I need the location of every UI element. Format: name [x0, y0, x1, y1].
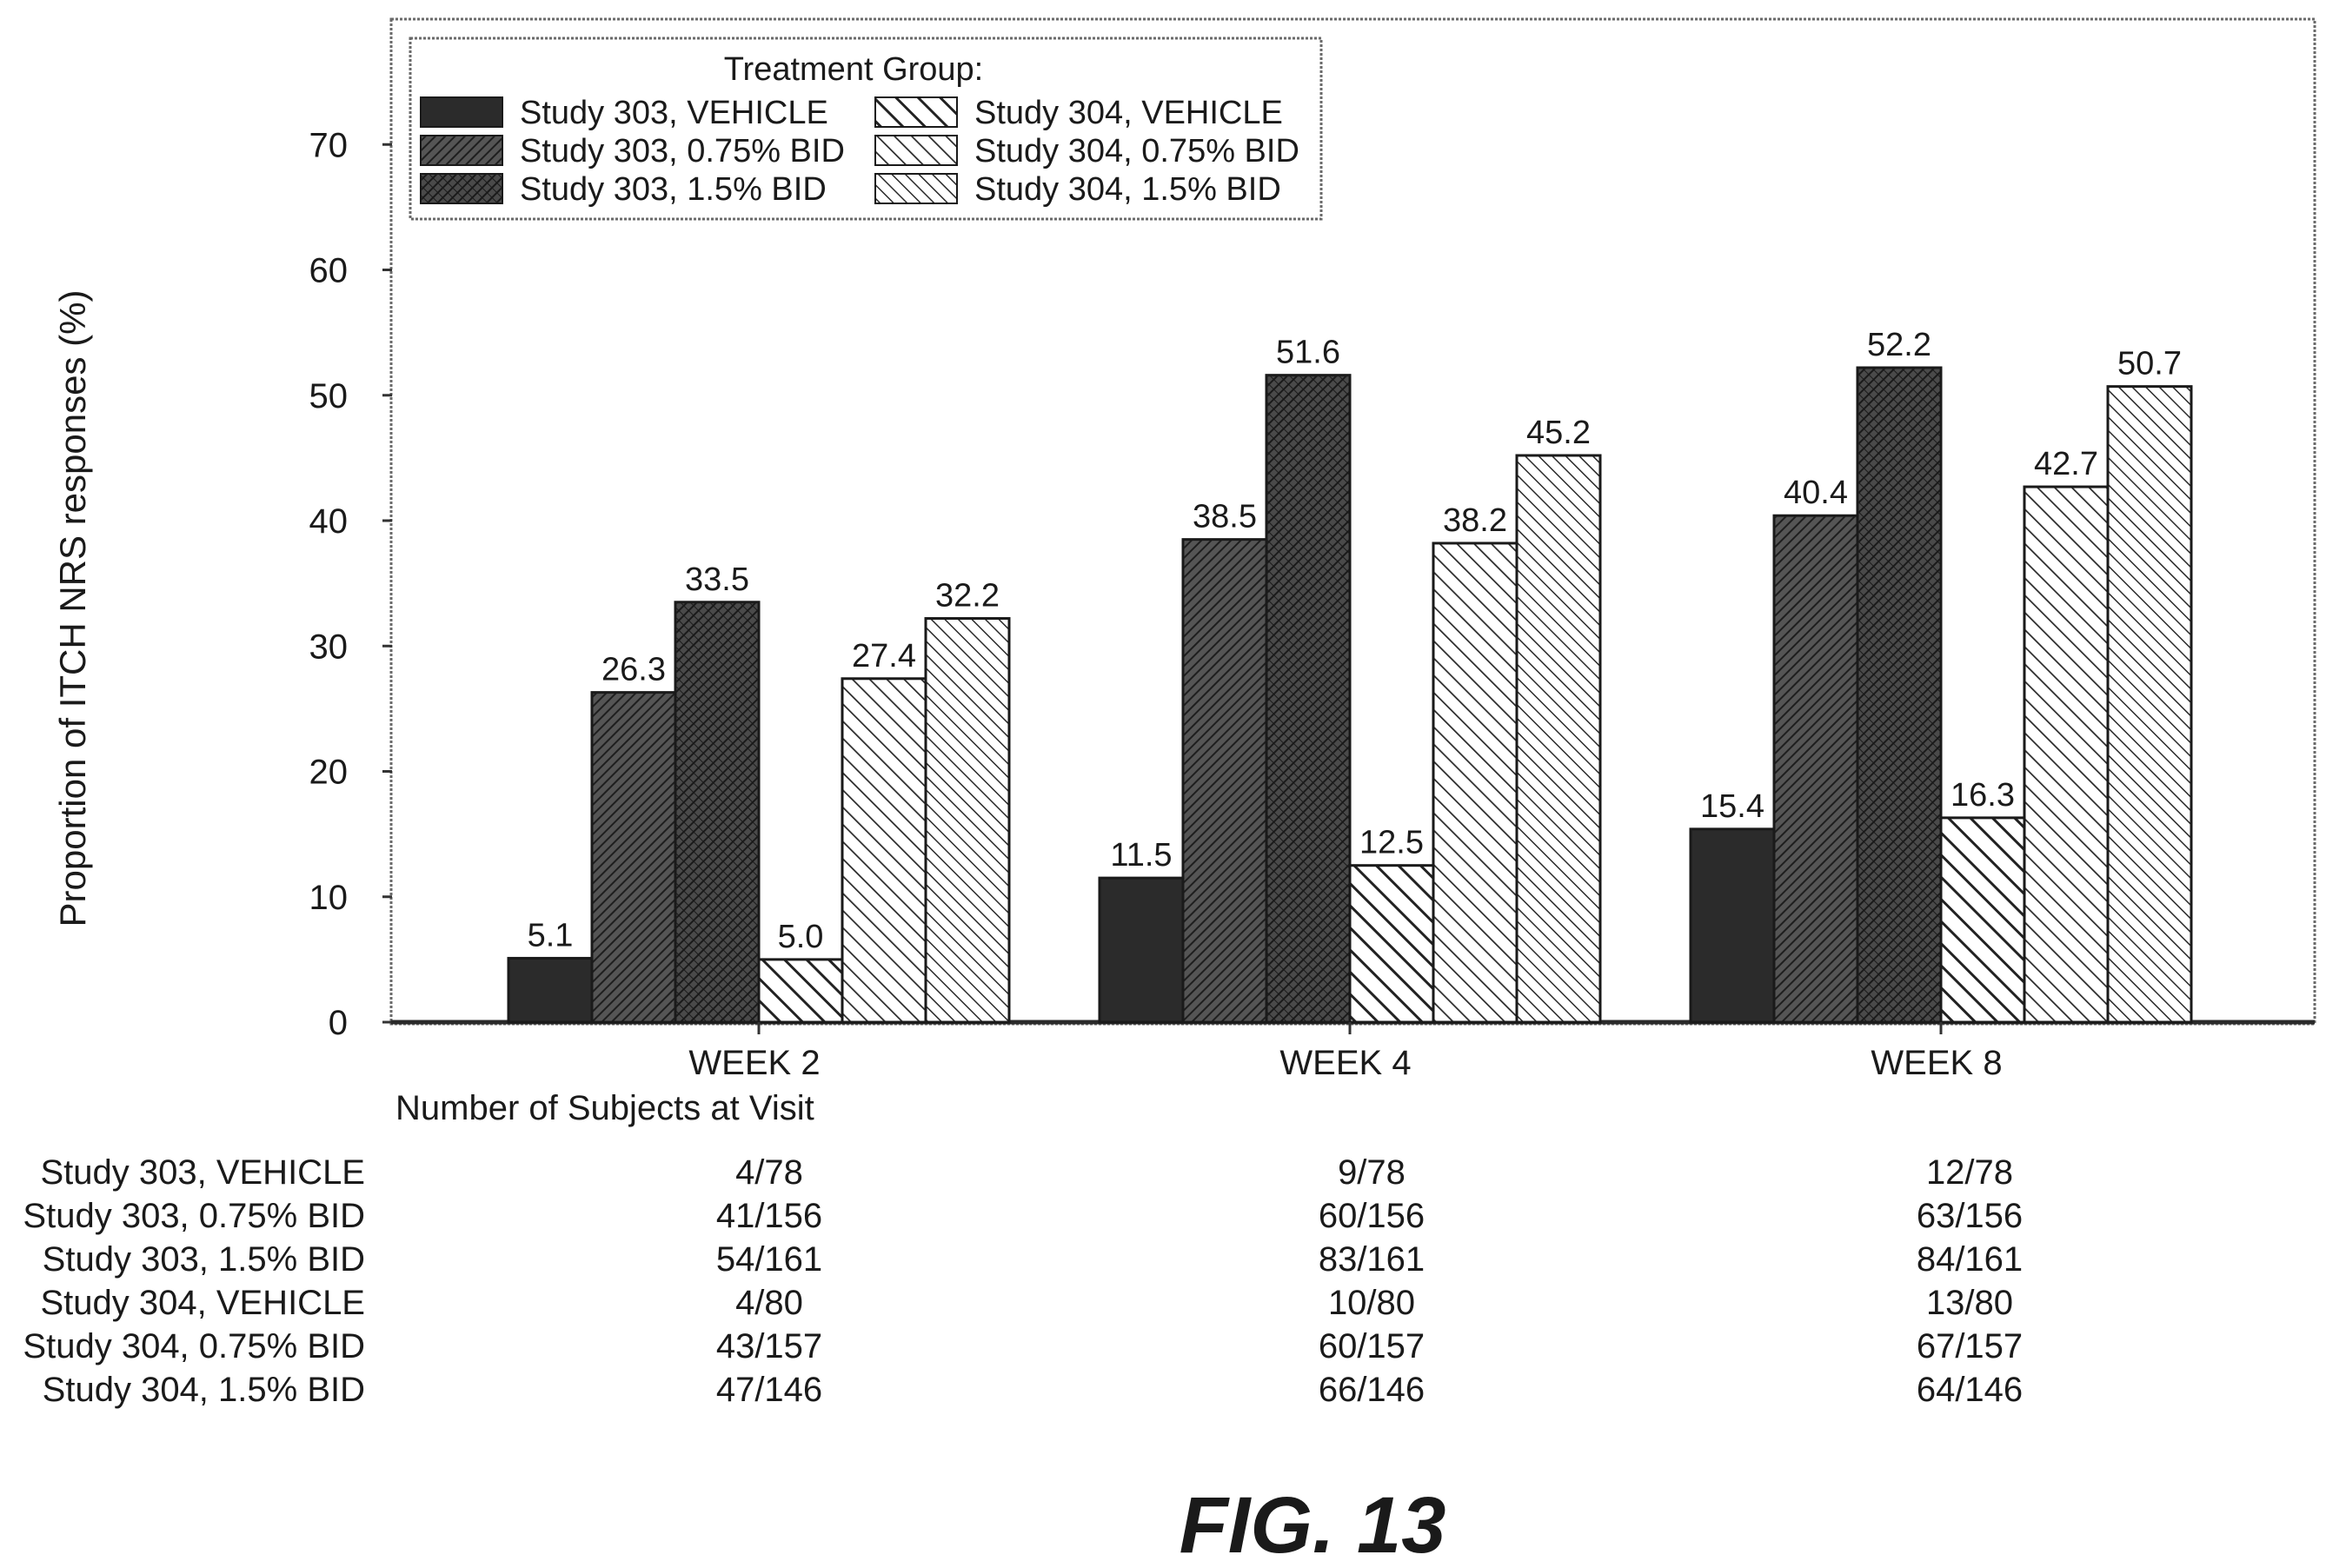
subjects-cell: 60/157 [1319, 1327, 1425, 1365]
subjects-cell: 84/161 [1917, 1240, 2023, 1279]
y-axis-title: Proportion of ITCH NRS responses (%) [52, 290, 93, 927]
bar [841, 677, 927, 1024]
subjects-row-label: Study 304, 0.75% BID [23, 1327, 365, 1365]
subjects-cell: 10/80 [1328, 1284, 1415, 1322]
bar-series-group [507, 366, 2193, 1024]
bar-value-label: 33.5 [685, 561, 749, 598]
subjects-cell: 4/78 [735, 1153, 803, 1192]
bar-value-label: 15.4 [1700, 788, 1764, 825]
subjects-row-label: Study 304, VEHICLE [40, 1284, 365, 1322]
bar [1772, 514, 1859, 1024]
bar [2023, 485, 2110, 1024]
legend-label: Study 303, VEHICLE [520, 95, 828, 131]
bar [1265, 374, 1352, 1024]
subjects-table-title: Number of Subjects at Visit [395, 1089, 814, 1127]
subjects-cell: 13/80 [1926, 1284, 2013, 1322]
x-category-label: WEEK 8 [1871, 1044, 2002, 1082]
legend: Treatment Group: Study 303, VEHICLEStudy… [409, 37, 1323, 221]
y-tick-label: 30 [309, 628, 349, 666]
x-axis: WEEK 2 WEEK 4 WEEK 8 [688, 1022, 2003, 1082]
legend-swatch [420, 96, 503, 128]
subjects-cell: 64/146 [1917, 1371, 2023, 1409]
legend-label: Study 303, 1.5% BID [520, 171, 827, 208]
bar [1098, 876, 1185, 1024]
legend-swatch [420, 173, 503, 204]
bar-value-label: 51.6 [1276, 335, 1340, 371]
subjects-row-label: Study 304, 1.5% BID [43, 1371, 365, 1409]
bar-value-label: 42.7 [2034, 446, 2098, 482]
bar [924, 617, 1011, 1024]
subjects-cell: 66/146 [1319, 1371, 1425, 1409]
y-tick-label: 70 [309, 126, 349, 164]
bar [1432, 541, 1519, 1024]
legend-swatch [874, 173, 958, 204]
bar-value-label: 45.2 [1526, 415, 1591, 451]
subjects-cell: 63/156 [1917, 1197, 2023, 1235]
legend-label: Study 304, 1.5% BID [974, 171, 1281, 208]
bar-value-label: 38.5 [1193, 499, 1257, 535]
subjects-table: Study 303, VEHICLE 4/78 9/78 12/78 Study 303… [23, 1153, 2023, 1409]
bar [2106, 385, 2193, 1024]
bar-value-label: 11.5 [1110, 837, 1172, 874]
bar-value-label: 50.7 [2117, 346, 2182, 382]
bar-value-label: 38.2 [1443, 502, 1507, 539]
legend-swatch [420, 135, 503, 166]
legend-swatch [874, 135, 958, 166]
legend-title: Treatment Group: [724, 51, 984, 88]
legend-swatch [874, 96, 958, 128]
y-tick-label: 10 [309, 879, 349, 917]
subjects-cell: 47/146 [716, 1371, 822, 1409]
subjects-cell: 83/161 [1319, 1240, 1425, 1279]
bar [1939, 816, 2026, 1024]
subjects-cell: 41/156 [716, 1197, 822, 1235]
bar [590, 691, 677, 1024]
subjects-cell: 12/78 [1926, 1153, 2013, 1192]
subjects-cell: 54/161 [716, 1240, 822, 1279]
data-label-group: 5.1 26.3 33.5 5.0 27.4 32.2 11.5 38.5 51.6 12.5 38… [528, 327, 2182, 955]
bar [674, 601, 761, 1024]
bar-value-label: 40.4 [1784, 475, 1848, 511]
bar [1515, 454, 1602, 1024]
bar-value-label: 5.0 [778, 919, 824, 955]
y-tick-label: 50 [309, 377, 349, 415]
subjects-row-label: Study 303, 1.5% BID [43, 1240, 365, 1279]
bar [1348, 864, 1435, 1024]
y-tick-label: 60 [309, 252, 349, 290]
y-tick-label: 20 [309, 754, 349, 792]
bar [1856, 366, 1943, 1024]
subjects-row-label: Study 303, 0.75% BID [23, 1197, 365, 1235]
bar-value-label: 16.3 [1951, 777, 2015, 814]
legend-label: Study 304, VEHICLE [974, 95, 1283, 131]
bar [757, 958, 844, 1024]
legend-box [409, 37, 1323, 221]
bar-value-label: 27.4 [852, 638, 916, 674]
x-category-label: WEEK 2 [688, 1044, 820, 1082]
legend-label: Study 304, 0.75% BID [974, 133, 1299, 169]
bar [1689, 827, 1776, 1024]
bar [1181, 538, 1268, 1024]
subjects-cell: 4/80 [735, 1284, 803, 1322]
subjects-cell: 67/157 [1917, 1327, 2023, 1365]
subjects-cell: 43/157 [716, 1327, 822, 1365]
figure-caption: FIG. 13 [1180, 1481, 1446, 1568]
y-tick-label: 40 [309, 502, 349, 541]
bar-value-label: 5.1 [528, 917, 574, 953]
bar-value-label: 52.2 [1867, 327, 1931, 363]
legend-label: Study 303, 0.75% BID [520, 133, 845, 169]
x-category-label: WEEK 4 [1279, 1044, 1411, 1082]
bar [507, 956, 594, 1024]
subjects-row-label: Study 303, VEHICLE [40, 1153, 365, 1192]
subjects-cell: 60/156 [1319, 1197, 1425, 1235]
y-tick-label: 0 [329, 1004, 348, 1042]
subjects-cell: 9/78 [1338, 1153, 1406, 1192]
bar-value-label: 12.5 [1359, 825, 1424, 861]
bar-value-label: 26.3 [601, 652, 666, 688]
bar-value-label: 32.2 [935, 578, 1000, 615]
